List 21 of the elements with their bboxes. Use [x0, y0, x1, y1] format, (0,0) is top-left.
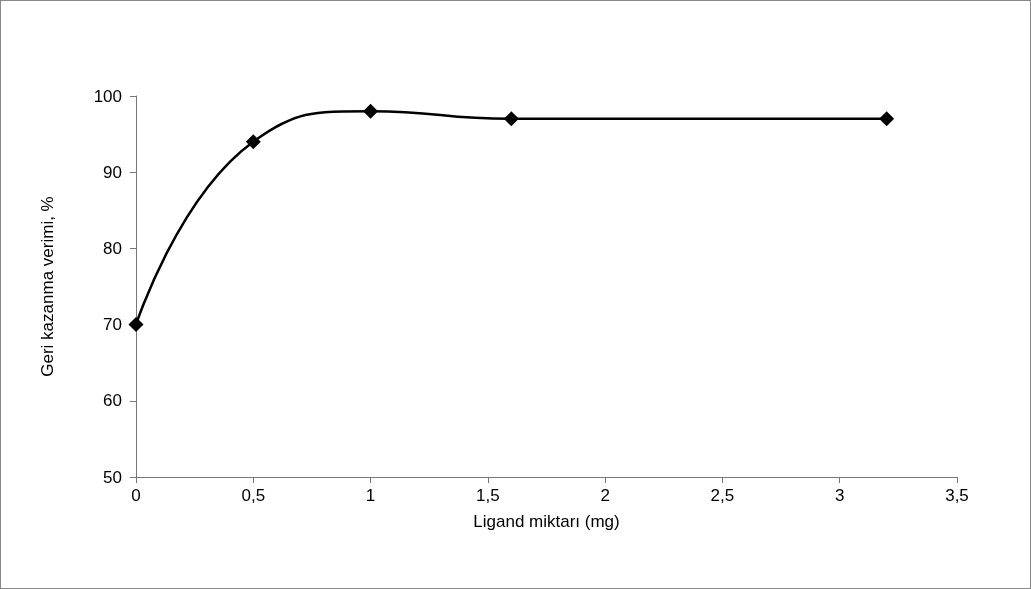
- point: [128, 317, 144, 333]
- x-tick-label: 2,5: [710, 486, 735, 505]
- x-tick-label: 3: [834, 486, 845, 505]
- x-axis-title: Ligand miktarı (mg): [473, 512, 620, 531]
- point: [879, 111, 895, 127]
- y-tick-label: 60: [103, 391, 122, 411]
- x-tick-label: 2: [600, 486, 610, 505]
- y-tick-label: 50: [103, 467, 122, 487]
- point: [363, 103, 379, 119]
- x-tick-label: 3,5: [945, 486, 969, 505]
- point: [245, 134, 261, 150]
- y-tick-label: 70: [103, 315, 122, 335]
- x-tick-label: 1: [365, 486, 376, 505]
- y-axis-title: Geri kazanma verimi, %: [38, 196, 57, 377]
- point: [503, 111, 519, 127]
- y-tick-label: 90: [103, 162, 122, 182]
- y-tick-label: 100: [93, 86, 122, 106]
- x-tick-label: 0: [131, 486, 141, 505]
- x-tick-label: 1,5: [476, 486, 500, 505]
- y-tick-label: 80: [103, 238, 122, 258]
- x-tick-label: 0,5: [241, 486, 266, 505]
